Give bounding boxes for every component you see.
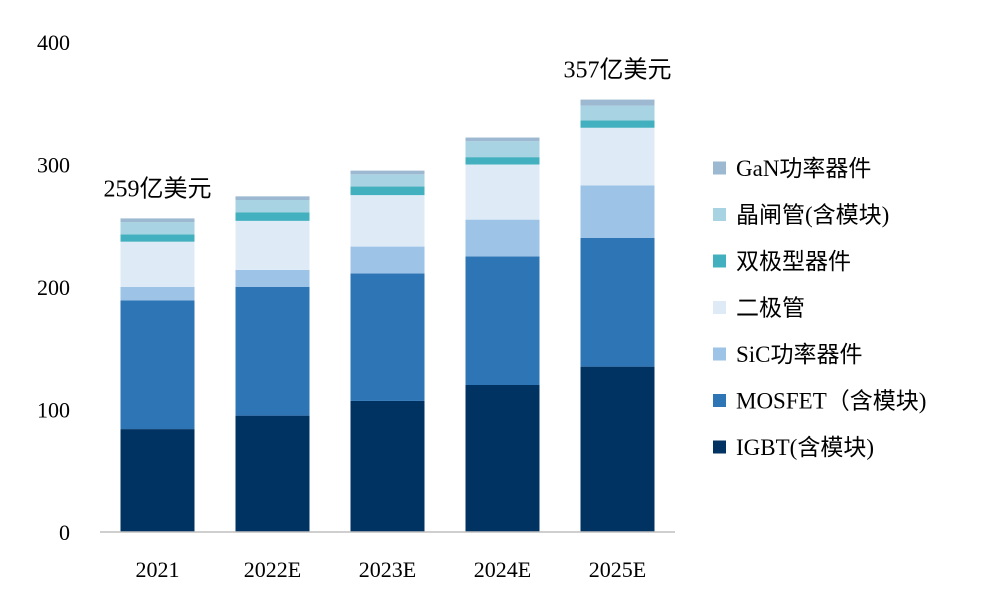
bar-segment-4 [465,157,540,165]
bar-stack-2024E [465,137,540,532]
x-axis: 2021 2022E 2023E 2024E 2025E [136,557,647,582]
legend-item: MOSFET（含模块) [713,389,926,414]
bar-segment-6 [235,196,310,201]
bar-stack-2025E [580,99,655,532]
bar-segment-5 [235,200,310,213]
bar-segment-6 [580,99,655,106]
bar-segment-1 [465,256,540,385]
x-tick-label: 2024E [474,557,531,582]
plot-area [120,99,655,532]
y-axis: 0 100 200 300 400 [37,30,70,545]
legend-item: GaN功率器件 [713,156,871,181]
y-tick-label: 400 [37,30,70,55]
legend-item: IGBT(含模块) [713,435,874,460]
bar-segment-2 [580,185,655,238]
total-annotations: 259亿美元 357亿美元 [104,57,672,203]
bar-segment-3 [465,164,540,220]
bar-segment-6 [120,218,195,223]
bar-stack-2022E [235,196,310,532]
bar-segment-4 [580,120,655,128]
bar-segment-4 [120,234,195,242]
bar-segment-6 [465,137,540,142]
bar-segment-2 [465,219,540,257]
total-annotation: 357亿美元 [564,57,672,84]
legend-label: MOSFET（含模块) [736,389,926,414]
bar-segment-2 [350,246,425,274]
x-tick-label: 2023E [359,557,416,582]
legend-label: 双极型器件 [736,249,851,274]
bar-segment-0 [580,366,655,532]
bar-segment-4 [235,212,310,221]
legend-item: 二极管 [713,296,805,321]
x-tick-label: 2021 [136,557,180,582]
legend-swatch [713,161,726,175]
x-tick-label: 2025E [589,557,646,582]
bar-segment-1 [235,287,310,416]
x-tick-label: 2022E [244,557,301,582]
legend-item: SiC功率器件 [713,342,863,367]
y-tick-label: 0 [59,520,70,545]
bar-segment-0 [120,429,195,532]
total-annotation: 259亿美元 [104,175,212,202]
bar-segment-5 [120,222,195,235]
y-tick-label: 300 [37,153,70,178]
bar-segment-2 [235,269,310,287]
bar-segment-5 [350,174,425,187]
legend-swatch [713,301,726,314]
bar-stack-2023E [350,170,425,532]
bar-segment-5 [465,141,540,158]
bar-segment-3 [350,195,425,247]
bar-segment-1 [120,300,195,430]
legend-swatch [713,254,726,268]
bar-segment-2 [120,287,195,301]
bar-segment-4 [350,186,425,196]
y-tick-label: 200 [37,275,70,300]
bar-segment-6 [350,170,425,175]
legend-item: 晶闸管(含模块) [713,203,889,228]
legend-item: 双极型器件 [713,249,851,274]
legend-label: 晶闸管(含模块) [736,203,889,228]
bar-segment-0 [465,385,540,532]
legend-label: GaN功率器件 [736,156,871,181]
bar-segment-1 [350,273,425,401]
bar-segment-0 [350,400,425,532]
y-tick-label: 100 [37,398,70,423]
bar-stack-2021 [120,218,195,532]
legend-swatch [713,440,726,454]
legend-swatch [713,394,726,407]
bar-segment-1 [580,238,655,367]
bar-segment-3 [120,241,195,287]
bar-segment-3 [580,127,655,186]
legend-swatch [713,347,726,361]
legend-swatch [713,208,726,221]
bar-segment-5 [580,105,655,121]
bar-segment-3 [235,220,310,270]
legend-label: IGBT(含模块) [736,435,874,460]
legend-label: SiC功率器件 [736,342,863,367]
bar-segment-0 [235,415,310,532]
legend-label: 二极管 [736,296,805,321]
